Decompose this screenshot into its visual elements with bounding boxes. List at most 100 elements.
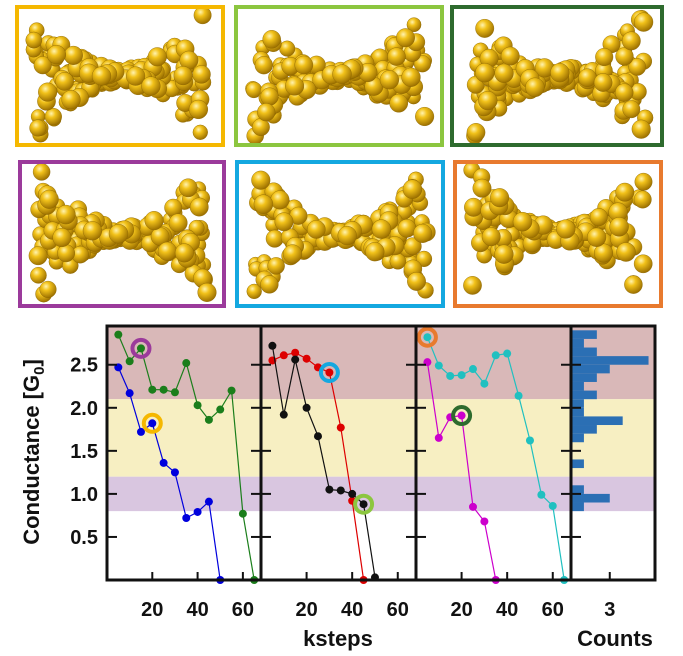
atom [279, 40, 296, 57]
trace-point [136, 427, 145, 436]
atom [144, 211, 164, 231]
atom [32, 163, 51, 181]
trace-point [125, 357, 134, 366]
atom [494, 63, 514, 83]
trace-point [193, 507, 202, 516]
nanowire-atoms [246, 170, 436, 300]
y-tick-label: 0.5 [70, 527, 98, 549]
atom [389, 93, 409, 113]
trace-point [227, 386, 236, 395]
snapshot-panel [450, 5, 664, 147]
atom [260, 87, 279, 106]
atom [621, 31, 641, 51]
snapshot-marker-ring [141, 412, 163, 434]
trace-point [537, 490, 546, 499]
conductance-plots: 20 40 60 20 40 60 20 40 60 0.5 1.0 1.5 2.0 2.5 3 [70, 324, 657, 621]
nanowire-atoms [463, 161, 653, 295]
trace-point [302, 354, 311, 363]
x-tick-label: 40 [341, 599, 363, 621]
atom [475, 19, 495, 38]
atom [615, 182, 635, 202]
atom [126, 66, 146, 86]
atom [407, 271, 426, 291]
atom [578, 68, 597, 87]
atom [616, 242, 636, 262]
trace-point [193, 401, 202, 410]
atom [192, 124, 208, 140]
snapshot-marker-ring [353, 493, 375, 515]
trace-point [480, 379, 489, 388]
atom [25, 31, 43, 49]
panel-frame [450, 5, 664, 147]
atom [622, 100, 641, 119]
atom [371, 219, 392, 239]
atom [157, 241, 177, 261]
histogram-bar [571, 407, 584, 417]
atom [512, 211, 533, 232]
trace-point [423, 333, 432, 342]
atom [478, 90, 498, 111]
trace-point [204, 415, 213, 424]
atom [173, 66, 193, 86]
snapshot-panel [235, 160, 445, 308]
trace-point [491, 351, 500, 360]
snapshot-marker-ring [130, 337, 152, 359]
trace-point [480, 517, 489, 526]
atom [633, 12, 654, 32]
trace-point [468, 365, 477, 374]
snapshot-panel [18, 160, 226, 308]
atom [52, 227, 72, 247]
trace-point [238, 509, 247, 518]
atom [550, 63, 570, 83]
histogram-bar [571, 390, 597, 400]
trace-point [182, 514, 191, 523]
atom [285, 76, 305, 96]
atom [61, 90, 81, 110]
snapshot-marker-ring [451, 405, 473, 427]
histogram-bar [571, 347, 597, 357]
histogram-frame [569, 324, 657, 582]
atom [262, 30, 281, 49]
trace-point [514, 391, 523, 400]
atom [257, 103, 276, 122]
atom [615, 47, 634, 66]
conductance-band [107, 399, 261, 477]
trace-point [170, 468, 179, 477]
trace-point [279, 351, 288, 360]
trace-point [359, 500, 368, 509]
panel-frame [18, 160, 226, 308]
atom [634, 172, 653, 191]
atom [463, 276, 482, 295]
trace-point [434, 433, 443, 442]
x-tick-label: 40 [496, 599, 518, 621]
atom [415, 106, 435, 126]
atom [57, 244, 75, 263]
trace-point [336, 486, 345, 495]
atom [178, 178, 198, 198]
trace-point [457, 371, 466, 380]
counts-histogram: 3 [569, 324, 657, 621]
y-axis-label: Conductance [G0] [19, 359, 48, 545]
trace-point [434, 361, 443, 370]
trace-line [117, 367, 221, 581]
atom [306, 220, 326, 239]
trace-point [302, 403, 311, 412]
atom [633, 190, 652, 209]
atom [282, 244, 303, 264]
atom [265, 229, 284, 248]
histogram-bar [571, 425, 597, 434]
atom [337, 226, 357, 246]
y-tick-label: 1.5 [70, 441, 98, 463]
trace-point [216, 405, 225, 414]
histogram-bar [571, 330, 597, 339]
atom [30, 266, 47, 284]
atom [55, 72, 74, 91]
histogram-bar [571, 338, 584, 348]
atom [197, 282, 217, 302]
atom [490, 188, 510, 208]
x-tick-label: 60 [232, 599, 254, 621]
atom [365, 242, 385, 262]
atom [253, 194, 274, 214]
atom [246, 283, 262, 300]
